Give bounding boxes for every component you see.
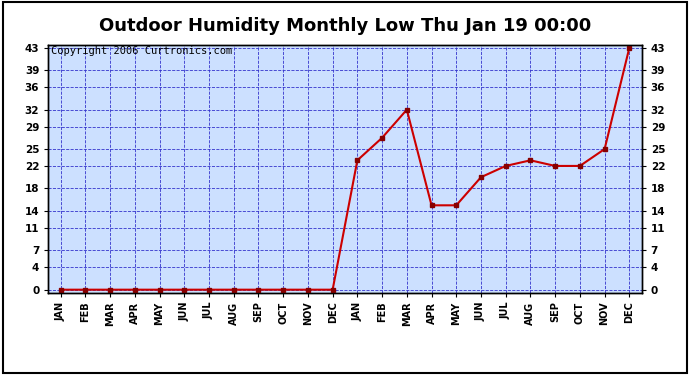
Text: Copyright 2006 Curtronics.com: Copyright 2006 Curtronics.com [51,46,233,56]
Text: Outdoor Humidity Monthly Low Thu Jan 19 00:00: Outdoor Humidity Monthly Low Thu Jan 19 … [99,17,591,35]
